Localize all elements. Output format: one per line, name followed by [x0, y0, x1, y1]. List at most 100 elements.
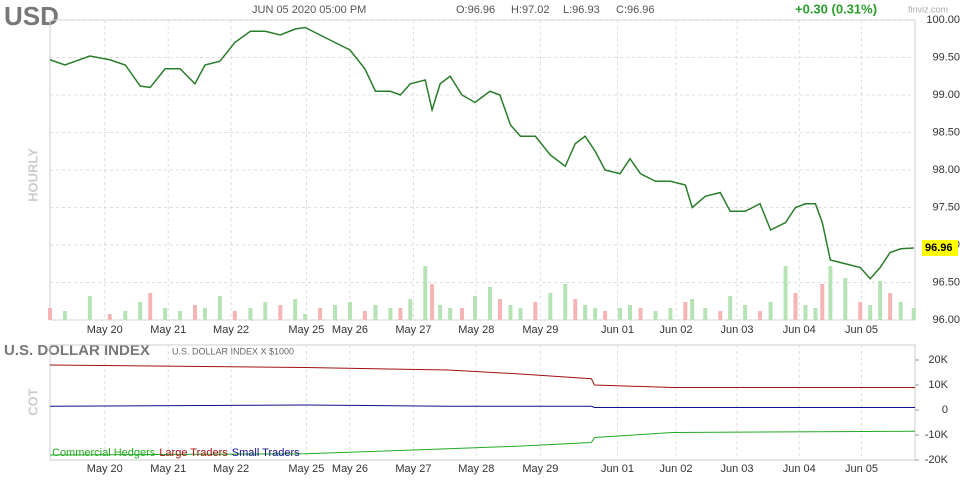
volume-bar — [217, 296, 222, 320]
volume-bar — [627, 305, 632, 320]
volume-bar — [178, 311, 183, 320]
volume-bar — [548, 293, 553, 320]
last-price: 96.96 — [925, 242, 953, 254]
x-tick-label: Jun 02 — [660, 324, 693, 336]
series-line — [49, 430, 916, 456]
open: O:96.96 — [456, 4, 495, 16]
legend-entry: Commercial Hedgers — [52, 447, 156, 459]
volume-bar — [911, 308, 916, 320]
volume-bar — [858, 302, 863, 320]
y-tick-label: 99.50 — [932, 51, 960, 63]
volume-bar — [293, 299, 298, 320]
x-tick-label: Jun 02 — [660, 463, 693, 475]
volume-bar — [888, 293, 893, 320]
x-tick-label: May 26 — [332, 324, 368, 336]
volume-bar — [87, 296, 92, 320]
y-tick-label: 98.50 — [932, 126, 960, 138]
plot-frame — [49, 344, 916, 461]
volume-bar — [263, 302, 268, 320]
x-tick-label: May 22 — [213, 463, 249, 475]
volume-bar — [743, 305, 748, 320]
volume-bar — [508, 305, 513, 320]
volume-bar — [202, 308, 207, 320]
cot-subtitle: U.S. DOLLAR INDEX X $1000 — [172, 346, 294, 356]
volume-bar — [148, 293, 153, 320]
volume-bar — [868, 305, 873, 320]
close: C:96.96 — [616, 4, 655, 16]
y-tick-label: 100.00 — [926, 14, 960, 26]
x-tick-label: May 28 — [458, 324, 494, 336]
volume-bar — [398, 308, 403, 320]
low: L:96.93 — [563, 4, 600, 16]
series-line — [49, 404, 915, 408]
volume-bar — [192, 305, 197, 320]
volume-bar — [107, 314, 112, 320]
cot-y-label: COT — [25, 388, 40, 416]
volume-bar — [163, 308, 168, 320]
y-tick-label: 96.50 — [932, 276, 960, 288]
volume-bar — [563, 284, 568, 320]
volume-bar — [430, 284, 435, 320]
volume-bar — [718, 311, 723, 320]
x-tick-label: Jun 04 — [783, 324, 816, 336]
volume-bar — [62, 311, 67, 320]
x-tick-label: Jun 03 — [721, 324, 754, 336]
volume-bar — [728, 296, 733, 320]
x-tick-label: May 25 — [288, 463, 324, 475]
volume-bar — [690, 299, 695, 320]
y-tick-label: 0 — [942, 404, 948, 416]
y-tick-label: 20K — [928, 354, 948, 366]
x-tick-label: May 29 — [522, 463, 558, 475]
volume-bar — [497, 299, 502, 320]
volume-bar — [843, 278, 848, 320]
volume-bar — [438, 305, 443, 320]
y-tick-label: -20K — [925, 454, 949, 466]
volume-bar — [878, 281, 883, 320]
x-tick-label: Jun 01 — [601, 463, 634, 475]
volume-bar — [618, 308, 623, 320]
y-tick-label: 96.00 — [932, 314, 960, 326]
volume-bar — [318, 308, 323, 320]
volume-bar — [668, 308, 673, 320]
x-tick-label: May 20 — [87, 463, 123, 475]
volume-bar — [820, 284, 825, 320]
y-tick-label: 97.50 — [932, 201, 960, 213]
y-tick-label: 10K — [928, 379, 948, 391]
x-tick-label: May 26 — [332, 463, 368, 475]
volume-bar — [533, 302, 538, 320]
volume-bar — [459, 308, 464, 320]
volume-bar — [603, 311, 608, 320]
ticker: USD — [4, 1, 59, 31]
volume-bar — [423, 266, 428, 320]
volume-bar — [232, 311, 237, 320]
last-price-box — [922, 240, 958, 256]
volume-bar — [362, 311, 367, 320]
series-line — [49, 364, 915, 388]
volume-bar — [487, 287, 492, 320]
volume-bar — [278, 305, 283, 320]
volume-bar — [573, 299, 578, 320]
y-tick-label: 98.00 — [932, 164, 960, 176]
y-tick-label: -10K — [925, 429, 949, 441]
x-tick-label: Jun 03 — [721, 463, 754, 475]
x-tick-label: Jun 05 — [845, 463, 878, 475]
volume-bar — [408, 299, 413, 320]
x-tick-label: May 20 — [87, 324, 123, 336]
volume-bar — [593, 308, 598, 320]
date: JUN 05 2020 05:00 PM — [252, 4, 366, 16]
x-tick-label: May 25 — [288, 324, 324, 336]
volume-bar — [803, 305, 808, 320]
x-tick-label: May 21 — [150, 463, 186, 475]
volume-bar — [703, 308, 708, 320]
x-tick-label: May 27 — [395, 324, 431, 336]
y-label: HOURLY — [25, 148, 40, 202]
volume-bar — [683, 302, 688, 320]
volume-bar — [333, 305, 338, 320]
volume-bar — [518, 308, 523, 320]
volume-bar — [898, 302, 903, 320]
x-tick-label: May 28 — [458, 463, 494, 475]
volume-bar — [828, 266, 833, 320]
volume-bar — [758, 311, 763, 320]
x-tick-label: May 27 — [395, 463, 431, 475]
source: finviz.com — [908, 4, 948, 14]
